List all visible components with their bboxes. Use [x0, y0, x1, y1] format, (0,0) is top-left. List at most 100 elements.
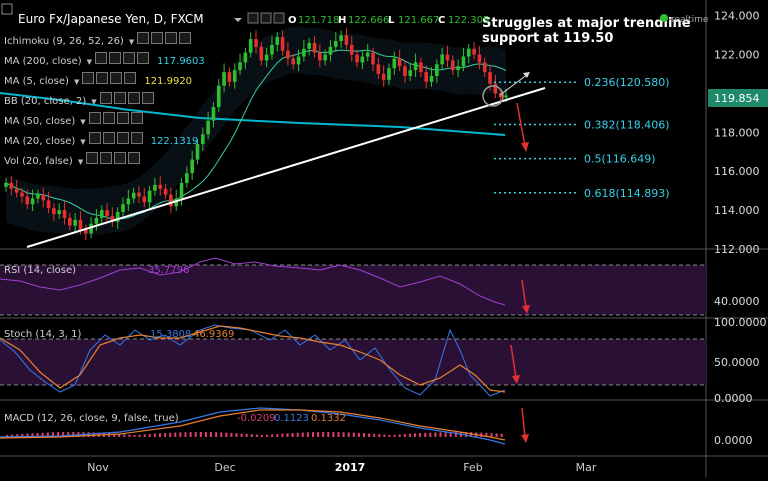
settings-icon[interactable] — [102, 112, 115, 124]
macd-value: 0.1123 — [274, 413, 309, 424]
annotation-text: Struggles at major trendline — [482, 16, 691, 31]
macd-histogram-bar — [255, 434, 258, 437]
annotation-text: support at 119.50 — [482, 31, 613, 46]
indicator-row[interactable]: Ichimoku (9, 26, 52, 26) ▼ — [4, 32, 193, 48]
candle-body — [339, 35, 343, 41]
indicator-label: Ichimoku (9, 26, 52, 26) — [4, 36, 124, 47]
plus-icon[interactable] — [165, 32, 178, 44]
fib-level-label: 0.382(118.406) — [584, 118, 670, 131]
candle-body — [232, 70, 237, 82]
macd-histogram-bar — [148, 433, 151, 437]
plus-icon[interactable] — [110, 72, 123, 84]
indicator-row[interactable]: Vol (20, false) ▼ — [4, 152, 142, 168]
eye-icon[interactable] — [88, 132, 101, 144]
macd-histogram-bar — [250, 434, 253, 437]
macd-histogram-bar — [317, 432, 320, 437]
candle-body — [275, 37, 280, 45]
close-icon[interactable] — [130, 132, 143, 144]
settings-icon[interactable] — [151, 32, 164, 44]
chevron-down-icon[interactable]: ▼ — [77, 158, 84, 166]
candle-body — [163, 188, 168, 195]
close-icon[interactable] — [130, 112, 143, 124]
chevron-down-icon[interactable]: ▼ — [91, 98, 97, 106]
chevron-down-icon[interactable]: ▼ — [73, 78, 80, 86]
eye-icon[interactable] — [137, 32, 150, 44]
candle-body — [89, 223, 93, 234]
close-icon[interactable] — [128, 152, 141, 164]
chevron-down-icon[interactable]: ▼ — [86, 58, 93, 66]
chevron-down-icon[interactable]: ▼ — [80, 118, 86, 126]
settings-icon[interactable] — [96, 72, 109, 84]
chevron-down-icon[interactable]: ▼ — [80, 138, 86, 146]
candle-body — [52, 208, 56, 215]
indicator-row[interactable]: BB (20, close, 2) ▼ — [4, 92, 156, 108]
time-tick-label: Nov — [87, 461, 109, 474]
settings-icon[interactable] — [247, 12, 259, 24]
macd-histogram-bar — [444, 432, 447, 437]
macd-histogram-bar — [286, 433, 289, 437]
close-icon[interactable] — [137, 52, 150, 64]
macd-histogram-bar — [337, 432, 340, 437]
candle-body — [14, 188, 19, 193]
plus-icon[interactable] — [114, 152, 127, 164]
macd-histogram-bar — [184, 432, 187, 437]
macd-histogram-bar — [495, 433, 498, 437]
macd-histogram-bar — [454, 432, 457, 437]
indicator-row[interactable]: MA (50, close) ▼ — [4, 112, 145, 128]
realtime-label: realtime — [671, 15, 709, 25]
chevron-down-icon[interactable]: ▼ — [128, 38, 135, 46]
candle-body — [371, 52, 375, 65]
macd-histogram-bar — [143, 434, 146, 437]
candle-body — [174, 198, 179, 207]
eye-icon[interactable] — [88, 112, 101, 124]
macd-histogram-bar — [67, 432, 70, 437]
fib-level-label: 0.236(120.580) — [584, 76, 670, 89]
plus-icon[interactable] — [123, 52, 136, 64]
candle-body — [323, 54, 327, 61]
candle-body — [307, 42, 311, 49]
macd-histogram-bar — [169, 432, 172, 437]
close-icon[interactable] — [179, 32, 192, 44]
down-arrow-head — [521, 142, 529, 152]
indicator-row[interactable]: MA (200, close) ▼ 117.9603 — [4, 52, 205, 68]
settings-icon[interactable] — [100, 152, 113, 164]
indicator-row[interactable]: MA (20, close) ▼ 122.1319 — [4, 132, 198, 148]
eye-icon[interactable] — [95, 52, 108, 64]
close-icon[interactable] — [273, 12, 285, 24]
symbol-menu-chevron-icon[interactable] — [234, 18, 242, 22]
candle-body — [360, 56, 365, 63]
price-tick-label: 114.000 — [714, 204, 760, 217]
macd-histogram-bar — [480, 432, 483, 437]
candle-body — [493, 83, 498, 94]
settings-icon[interactable] — [113, 92, 126, 104]
eye-icon[interactable] — [260, 12, 272, 24]
indicator-row[interactable]: MA (5, close) ▼ 121.9920 — [4, 72, 192, 88]
macd-histogram-bar — [215, 432, 218, 437]
settings-icon[interactable] — [102, 132, 115, 144]
eye-icon[interactable] — [82, 72, 95, 84]
candle-body — [451, 60, 455, 71]
up-arrow-head — [523, 72, 530, 78]
candle-body — [477, 54, 482, 63]
eye-icon[interactable] — [86, 152, 99, 164]
close-icon[interactable] — [141, 92, 154, 104]
macd-histogram-bar — [153, 433, 156, 437]
macd-histogram-bar — [21, 433, 24, 437]
settings-icon[interactable] — [109, 52, 122, 64]
plus-icon[interactable] — [127, 92, 140, 104]
indicator-buttons — [99, 92, 156, 110]
stoch-d-line — [0, 325, 506, 393]
indicator-value: 122.1319 — [150, 136, 199, 147]
macd-histogram-bar — [204, 432, 207, 437]
close-icon[interactable] — [124, 72, 137, 84]
candle-body — [190, 159, 194, 174]
candle-body — [435, 64, 439, 76]
macd-histogram-bar — [194, 432, 197, 437]
rsi-value: 35.7796 — [148, 265, 189, 276]
rsi-label: RSI (14, close) — [4, 265, 76, 276]
eye-icon[interactable] — [99, 92, 112, 104]
candle-body — [195, 144, 200, 160]
plus-icon[interactable] — [116, 132, 129, 144]
plus-icon[interactable] — [116, 112, 129, 124]
candle-body — [349, 44, 354, 55]
